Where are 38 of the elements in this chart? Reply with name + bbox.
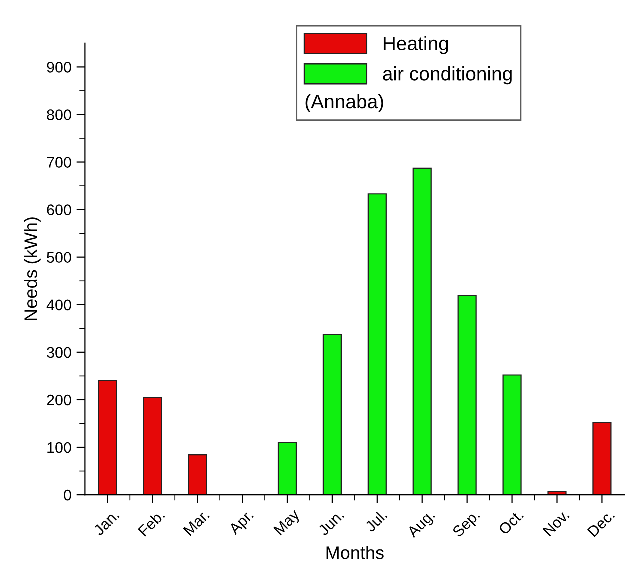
bar — [188, 454, 208, 496]
x-tick-label: Feb. — [138, 509, 166, 537]
y-tick-label: 200 — [47, 394, 72, 406]
y-tick-label: 800 — [47, 110, 72, 120]
y-axis-title: Needs (kWh) — [24, 218, 41, 320]
bar — [322, 334, 342, 496]
x-tick-label: Mar. — [183, 510, 210, 536]
x-axis-title: Months — [326, 546, 384, 560]
y-tick-label: 600 — [47, 204, 72, 216]
bar — [143, 397, 162, 496]
y-tick-label: 0 — [64, 490, 72, 501]
bar — [502, 374, 522, 496]
bar — [98, 380, 118, 496]
legend-label: air conditioning — [383, 66, 512, 85]
bar — [278, 442, 298, 496]
y-tick-label: 700 — [47, 157, 72, 168]
y-tick-label: 500 — [47, 252, 72, 264]
y-tick-label: 400 — [46, 300, 72, 311]
x-tick-label: Oct. — [498, 510, 524, 536]
bar — [412, 168, 432, 496]
x-tick-label: Aug. — [406, 510, 438, 541]
bar — [548, 491, 567, 496]
y-tick-label: 100 — [48, 442, 72, 454]
x-tick-label: Apr. — [228, 510, 256, 538]
x-tick-label: Jan. — [92, 510, 120, 536]
legend-label: Heating — [384, 36, 448, 54]
x-tick-label: Jun. — [318, 510, 345, 536]
x-tick-label: Jul. — [364, 509, 388, 533]
y-tick-label: 300 — [47, 347, 72, 358]
legend-title: (Annaba) — [306, 94, 384, 113]
y-tick-label: 900 — [47, 62, 72, 73]
x-tick-label: May — [274, 508, 303, 538]
x-tick-label: Sep. — [452, 510, 482, 540]
x-tick-label: Dec. — [587, 510, 616, 538]
x-tick-label: Nov. — [542, 510, 570, 537]
bar — [368, 194, 387, 496]
bar — [592, 422, 612, 496]
bar — [458, 295, 477, 496]
